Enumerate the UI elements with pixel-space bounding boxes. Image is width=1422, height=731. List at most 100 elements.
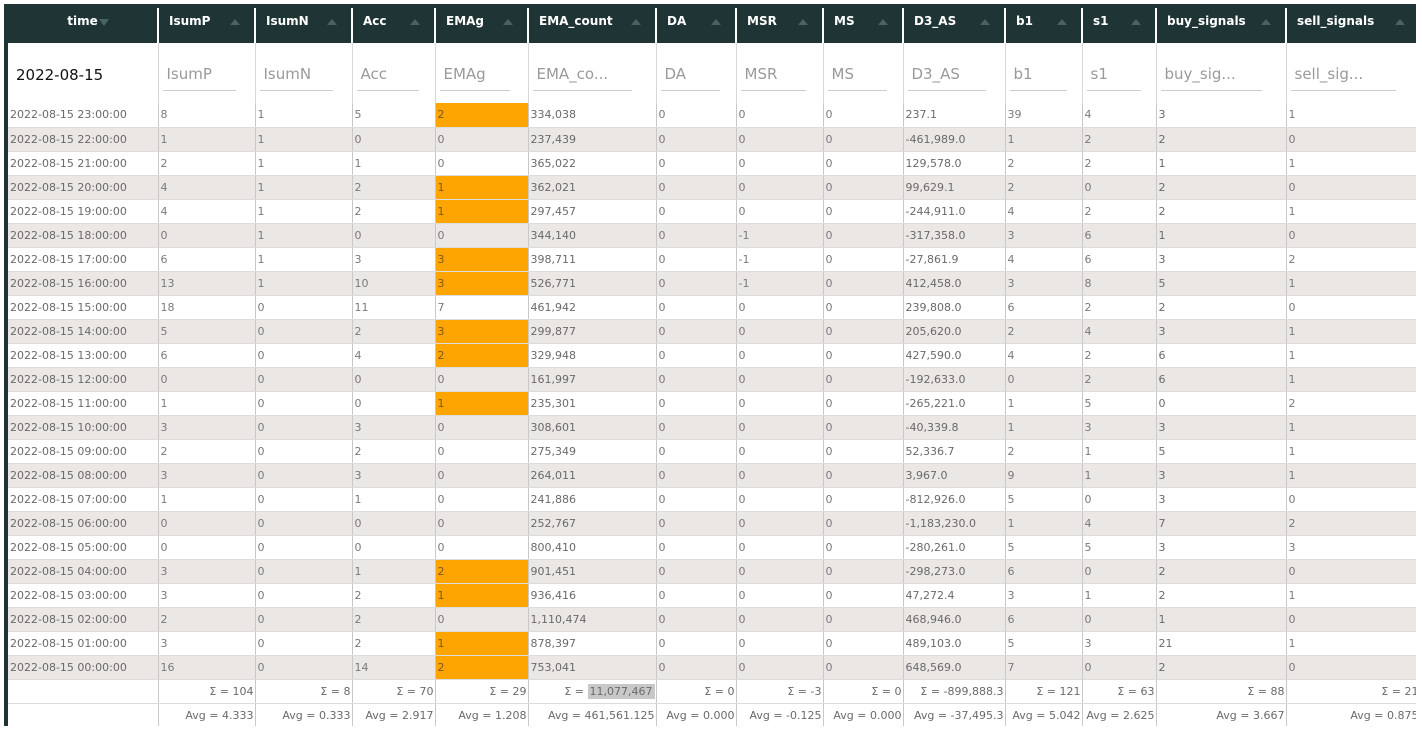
cell-sell[interactable]: 0 xyxy=(1286,607,1416,632)
sort-asc-icon[interactable] xyxy=(798,19,808,25)
cell-isumn[interactable]: 0 xyxy=(255,319,353,344)
cell-b1[interactable]: 6 xyxy=(1005,607,1083,632)
cell-emag[interactable]: 0 xyxy=(435,223,529,248)
cell-da[interactable]: 0 xyxy=(656,415,737,440)
cell-d3[interactable]: 648,569.0 xyxy=(903,655,1006,680)
cell-ms[interactable]: 0 xyxy=(823,511,904,536)
cell-buy[interactable]: 3 xyxy=(1156,535,1287,560)
filter-input-sell[interactable] xyxy=(1290,59,1396,91)
cell-isump[interactable]: 6 xyxy=(158,343,256,368)
cell-ms[interactable]: 0 xyxy=(823,175,904,200)
cell-msr[interactable]: 0 xyxy=(736,199,824,224)
cell-isumn[interactable]: 1 xyxy=(255,175,353,200)
cell-da[interactable]: 0 xyxy=(656,151,737,176)
cell-sell[interactable]: 1 xyxy=(1286,415,1416,440)
cell-d3[interactable]: -40,339.8 xyxy=(903,415,1006,440)
cell-emag[interactable]: 1 xyxy=(435,175,529,200)
cell-b1[interactable]: 6 xyxy=(1005,295,1083,320)
cell-emag[interactable]: 0 xyxy=(435,439,529,464)
cell-ms[interactable]: 0 xyxy=(823,655,904,680)
cell-emac[interactable]: 753,041 xyxy=(528,655,657,680)
cell-sell[interactable]: 1 xyxy=(1286,151,1416,176)
cell-ms[interactable]: 0 xyxy=(823,223,904,248)
cell-s1[interactable]: 0 xyxy=(1082,607,1157,632)
cell-msr[interactable]: 0 xyxy=(736,631,824,656)
cell-emag[interactable]: 0 xyxy=(435,415,529,440)
cell-da[interactable]: 0 xyxy=(656,535,737,560)
cell-acc[interactable]: 0 xyxy=(352,391,436,416)
filter-input-isumn[interactable] xyxy=(259,59,334,91)
cell-da[interactable]: 0 xyxy=(656,367,737,392)
cell-isumn[interactable]: 1 xyxy=(255,199,353,224)
cell-buy[interactable]: 2 xyxy=(1156,199,1287,224)
table-row[interactable]: 2022-08-15 02:00:00 2 0 2 0 1,110,474 0 0 0 468,9… xyxy=(8,607,1416,632)
cell-emac[interactable]: 936,416 xyxy=(528,583,657,608)
cell-b1[interactable]: 3 xyxy=(1005,583,1083,608)
table-row[interactable]: 2022-08-15 17:00:00 6 1 3 3 398,711 0 -1 0 -27,86… xyxy=(8,247,1416,272)
cell-emag[interactable]: 0 xyxy=(435,535,529,560)
cell-buy[interactable]: 2 xyxy=(1156,655,1287,680)
cell-d3[interactable]: -812,926.0 xyxy=(903,487,1006,512)
cell-isump[interactable]: 8 xyxy=(158,103,256,128)
cell-msr[interactable]: 0 xyxy=(736,439,824,464)
filter-input-da[interactable] xyxy=(660,59,721,91)
cell-d3[interactable]: -244,911.0 xyxy=(903,199,1006,224)
table-row[interactable]: 2022-08-15 22:00:00 1 1 0 0 237,439 0 0 0 -461,98… xyxy=(8,127,1416,152)
cell-b1[interactable]: 4 xyxy=(1005,199,1083,224)
column-header-time[interactable]: time xyxy=(8,8,159,43)
cell-ms[interactable]: 0 xyxy=(823,463,904,488)
cell-ms[interactable]: 0 xyxy=(823,343,904,368)
sort-asc-icon[interactable] xyxy=(1261,19,1271,25)
cell-d3[interactable]: 412,458.0 xyxy=(903,271,1006,296)
cell-emag[interactable]: 0 xyxy=(435,607,529,632)
cell-d3[interactable]: 237.1 xyxy=(903,103,1006,128)
cell-sell[interactable]: 1 xyxy=(1286,439,1416,464)
cell-da[interactable]: 0 xyxy=(656,607,737,632)
table-row[interactable]: 2022-08-15 11:00:00 1 0 0 1 235,301 0 0 0 -265,22… xyxy=(8,391,1416,416)
column-header-emag[interactable]: EMAg xyxy=(435,8,529,43)
cell-emac[interactable]: 275,349 xyxy=(528,439,657,464)
cell-sell[interactable]: 2 xyxy=(1286,391,1416,416)
cell-b1[interactable]: 4 xyxy=(1005,247,1083,272)
cell-isump[interactable]: 4 xyxy=(158,175,256,200)
cell-s1[interactable]: 3 xyxy=(1082,415,1157,440)
cell-b1[interactable]: 7 xyxy=(1005,655,1083,680)
cell-sell[interactable]: 1 xyxy=(1286,367,1416,392)
cell-isump[interactable]: 4 xyxy=(158,199,256,224)
column-header-s1[interactable]: s1 xyxy=(1082,8,1157,43)
cell-d3[interactable]: 427,590.0 xyxy=(903,343,1006,368)
cell-da[interactable]: 0 xyxy=(656,271,737,296)
cell-b1[interactable]: 9 xyxy=(1005,463,1083,488)
cell-emag[interactable]: 0 xyxy=(435,367,529,392)
cell-msr[interactable]: 0 xyxy=(736,295,824,320)
cell-da[interactable]: 0 xyxy=(656,199,737,224)
cell-b1[interactable]: 2 xyxy=(1005,151,1083,176)
cell-emac[interactable]: 237,439 xyxy=(528,127,657,152)
cell-b1[interactable]: 1 xyxy=(1005,391,1083,416)
cell-isump[interactable]: 3 xyxy=(158,463,256,488)
cell-time[interactable]: 2022-08-15 19:00:00 xyxy=(8,199,159,224)
cell-buy[interactable]: 3 xyxy=(1156,319,1287,344)
cell-sell[interactable]: 0 xyxy=(1286,559,1416,584)
cell-emac[interactable]: 235,301 xyxy=(528,391,657,416)
cell-msr[interactable]: 0 xyxy=(736,415,824,440)
cell-time[interactable]: 2022-08-15 05:00:00 xyxy=(8,535,159,560)
cell-emag[interactable]: 2 xyxy=(435,655,529,680)
cell-emac[interactable]: 878,397 xyxy=(528,631,657,656)
cell-acc[interactable]: 1 xyxy=(352,151,436,176)
filter-input-isump[interactable] xyxy=(162,59,237,91)
cell-buy[interactable]: 3 xyxy=(1156,415,1287,440)
table-row[interactable]: 2022-08-15 12:00:00 0 0 0 0 161,997 0 0 0 -192,63… xyxy=(8,367,1416,392)
cell-s1[interactable]: 2 xyxy=(1082,295,1157,320)
cell-b1[interactable]: 6 xyxy=(1005,559,1083,584)
cell-buy[interactable]: 2 xyxy=(1156,583,1287,608)
cell-emac[interactable]: 297,457 xyxy=(528,199,657,224)
cell-time[interactable]: 2022-08-15 21:00:00 xyxy=(8,151,159,176)
cell-acc[interactable]: 11 xyxy=(352,295,436,320)
cell-d3[interactable]: -461,989.0 xyxy=(903,127,1006,152)
cell-sell[interactable]: 1 xyxy=(1286,583,1416,608)
cell-da[interactable]: 0 xyxy=(656,439,737,464)
column-header-sell[interactable]: sell_signals xyxy=(1286,8,1416,43)
cell-emac[interactable]: 362,021 xyxy=(528,175,657,200)
cell-emac[interactable]: 264,011 xyxy=(528,463,657,488)
